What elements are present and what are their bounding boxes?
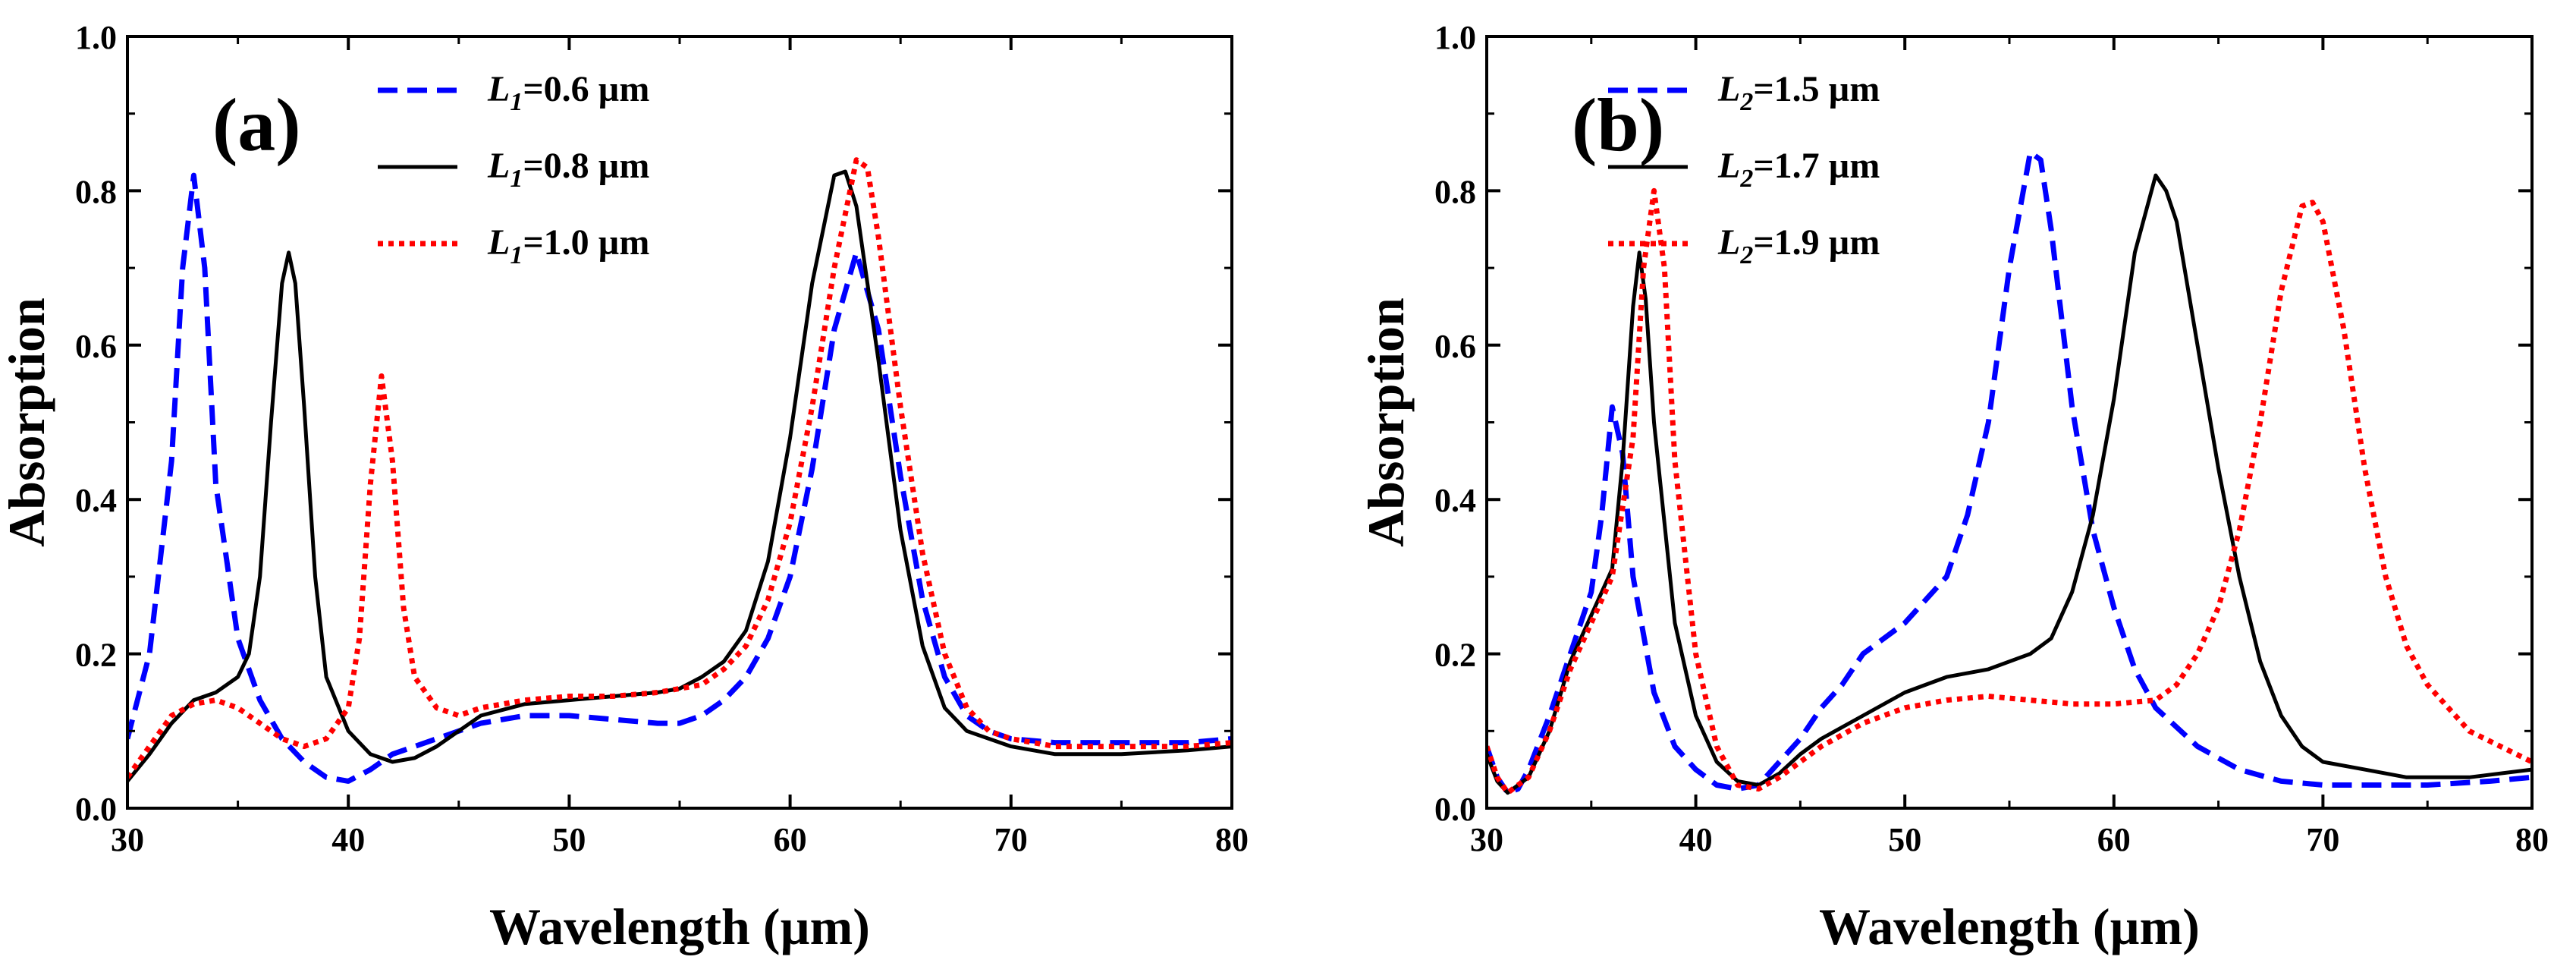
- legend-subscript: 1: [510, 165, 523, 193]
- legend-value: =1.0 µm: [523, 222, 649, 263]
- legend-label: L1=1.0 µm: [487, 222, 649, 269]
- legend-label: L2=1.5 µm: [1717, 69, 1880, 116]
- x-tick-label: 70: [994, 821, 1028, 858]
- x-tick-label: 50: [552, 821, 586, 858]
- x-tick-label: 60: [2097, 821, 2131, 858]
- legend-value: =0.8 µm: [523, 146, 649, 186]
- legend-symbol: L: [1717, 146, 1740, 186]
- x-axis-title: Wavelength (µm): [1819, 898, 2200, 955]
- y-tick-label: 1.0: [75, 19, 117, 56]
- legend-subscript: 2: [1739, 165, 1753, 193]
- x-tick-label: 80: [2515, 821, 2549, 858]
- x-tick-label: 30: [111, 821, 144, 858]
- series-line-3: [1487, 187, 2532, 796]
- legend-label: L2=1.7 µm: [1717, 146, 1880, 193]
- x-tick-label: 60: [774, 821, 807, 858]
- y-tick-label: 0.4: [1434, 482, 1476, 519]
- y-tick-label: 0.0: [1434, 791, 1476, 828]
- y-axis-title: Absorption: [1357, 297, 1415, 547]
- legend-value: =1.7 µm: [1753, 146, 1880, 186]
- x-axis-title: Wavelength (µm): [489, 898, 870, 955]
- legend-value: =1.9 µm: [1753, 222, 1880, 263]
- panel-a: 30 40 50 60 70 80 0.0 0.2 0.4 0.6 0.8 1.0 Wavelength…: [0, 19, 1249, 955]
- legend-subscript: 1: [510, 88, 523, 116]
- y-tick-label: 1.0: [1434, 19, 1476, 56]
- x-tick-label: 70: [2306, 821, 2339, 858]
- panel-label: (b): [1572, 83, 1664, 167]
- series-line-1: [1487, 149, 2532, 796]
- x-tick-label: 50: [1888, 821, 1921, 858]
- series-line-1: [127, 172, 1232, 784]
- y-tick-label: 0.0: [75, 791, 117, 828]
- panel-b: 30 40 50 60 70 80 0.0 0.2 0.4 0.6 0.8 1.0 Wavelength…: [1357, 19, 2549, 955]
- y-tick-label: 0.8: [75, 173, 117, 210]
- legend-label: L1=0.6 µm: [487, 69, 649, 116]
- series-line-2: [127, 169, 1232, 782]
- y-tick-label: 0.6: [75, 328, 117, 365]
- legend-symbol: L: [487, 146, 510, 186]
- legend-symbol: L: [1717, 222, 1740, 263]
- legend-value: =1.5 µm: [1753, 69, 1880, 109]
- y-tick-label: 0.8: [1434, 173, 1476, 210]
- series-line-3: [127, 157, 1232, 779]
- x-tick-label: 40: [1679, 821, 1713, 858]
- y-tick-label: 0.6: [1434, 328, 1476, 365]
- legend-value: =0.6 µm: [523, 69, 649, 109]
- legend-symbol: L: [487, 222, 510, 263]
- panel-label: (a): [212, 83, 301, 167]
- x-tick-label: 80: [1215, 821, 1249, 858]
- y-tick-label: 0.2: [1434, 637, 1476, 674]
- legend-symbol: L: [1717, 69, 1740, 109]
- legend-label: L2=1.9 µm: [1717, 222, 1880, 269]
- x-tick-label: 40: [331, 821, 365, 858]
- y-axis-title: Absorption: [0, 297, 55, 547]
- legend-subscript: 2: [1739, 88, 1753, 116]
- legend-label: L1=0.8 µm: [487, 146, 649, 193]
- x-tick-label: 30: [1470, 821, 1503, 858]
- series-line-2: [1487, 173, 2532, 795]
- legend-subscript: 1: [510, 241, 523, 269]
- legend-symbol: L: [487, 69, 510, 109]
- y-tick-label: 0.4: [75, 482, 117, 519]
- y-tick-label: 0.2: [75, 637, 117, 674]
- legend-subscript: 2: [1739, 241, 1753, 269]
